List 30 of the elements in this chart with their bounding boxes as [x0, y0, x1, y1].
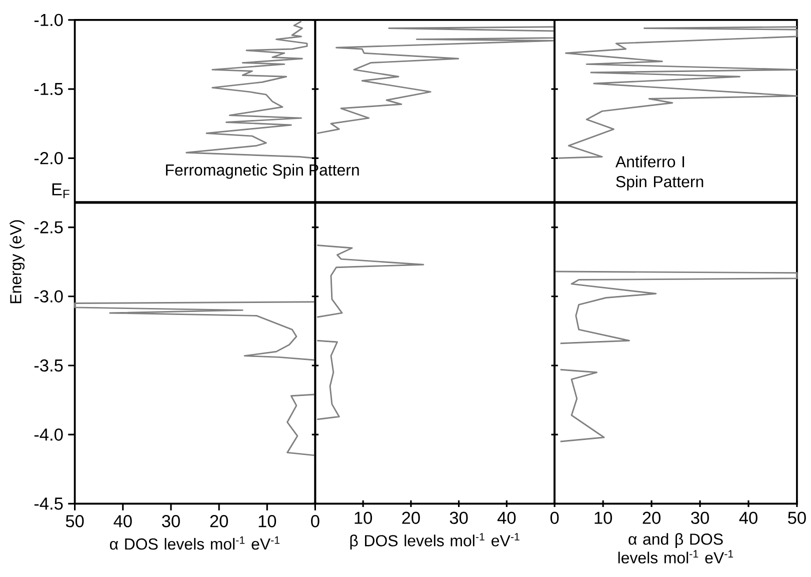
x-axis-title: α DOS levels mol$^{-1}$ eV$^{-1}$ [110, 536, 280, 550]
x-axis-title: β DOS levels mol$^{-1}$ eV$^{-1}$ [350, 533, 520, 550]
x-tick-label: 20 [642, 512, 660, 524]
x-tick-label: 20 [210, 515, 228, 528]
y-tick-label: -3.5 [34, 360, 63, 372]
y-tick-label: -3.0 [34, 290, 63, 303]
x-tick-label: 0 [550, 512, 559, 524]
x-axis-title: α and β DOS levels mol$^{-1}$ eV$^{-1}$ [618, 533, 734, 564]
x-tick-label: 40 [114, 515, 132, 528]
y-tick-label: -4.5 [34, 498, 63, 510]
x-tick-label: 10 [258, 515, 276, 528]
x-tick-label: 30 [691, 512, 709, 524]
x-tick-label: 0 [311, 515, 320, 528]
x-tick-label: 40 [739, 512, 758, 524]
y-axis-title: Energy (eV) [10, 220, 25, 304]
y-tick-label: -1.5 [34, 83, 63, 96]
y-tick-label: -2.0 [34, 152, 63, 165]
y-tick-label: -2.5 [34, 221, 63, 234]
y-tick-label: -1.0 [34, 14, 63, 26]
x-tick-label: 30 [450, 512, 468, 524]
x-tick-label: 10 [594, 512, 612, 524]
x-tick-label: 50 [66, 515, 84, 528]
x-tick-label: 40 [497, 512, 516, 524]
ref-line-label: E$_{F}$ [52, 184, 70, 198]
y-tick-label: -4.0 [34, 428, 63, 441]
annotation: Antiferro I Spin Pattern [615, 156, 704, 191]
x-tick-label: 20 [402, 512, 420, 524]
x-tick-label: 50 [788, 512, 806, 524]
x-tick-label: 10 [354, 512, 372, 524]
x-tick-label: 30 [162, 515, 180, 528]
